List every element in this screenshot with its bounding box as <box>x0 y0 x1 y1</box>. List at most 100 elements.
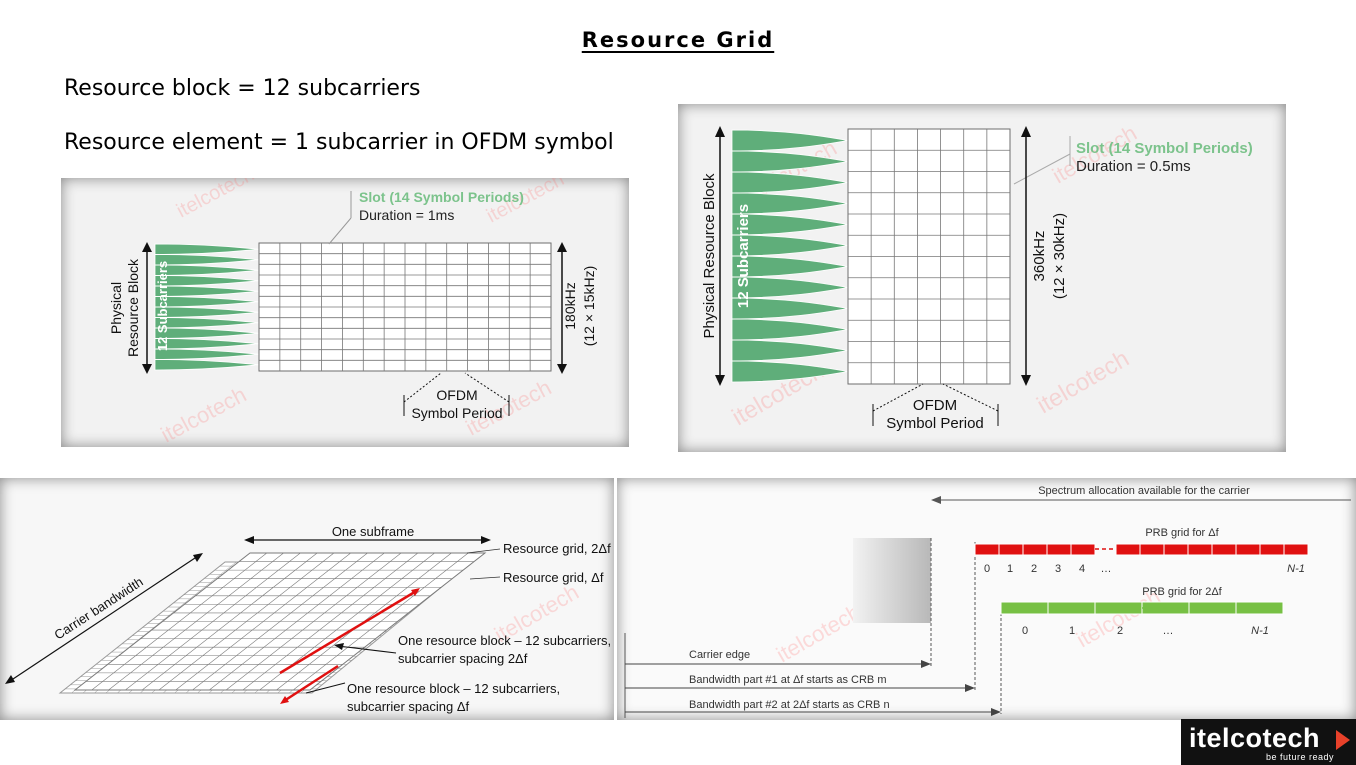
prb-2df-block <box>1094 601 1143 615</box>
prb-df-block <box>1259 543 1285 556</box>
prb-df-block <box>1115 543 1141 556</box>
logo-arrow-icon <box>1336 730 1350 750</box>
spectrum-label: Spectrum allocation available for the ca… <box>1038 485 1250 497</box>
prb-df-block <box>1187 543 1213 556</box>
df-index-1: 1 <box>1007 563 1013 575</box>
subcarrier-lobe <box>731 171 849 194</box>
rb-2df-line2: subcarrier spacing 2Δf <box>398 651 528 666</box>
symbol-period-label: Symbol Period <box>886 415 984 432</box>
prb-df-block <box>974 543 1000 556</box>
subcarrier-lobe <box>731 318 849 341</box>
logo-wordmark: itelcotech <box>1189 723 1321 753</box>
subcarrier-lobe <box>154 348 260 360</box>
guard-band <box>853 538 931 623</box>
prb-2df-block <box>1235 601 1284 615</box>
resource-grid <box>847 128 1011 385</box>
prb-label-line1: Physical <box>108 282 124 334</box>
page-title: Resource Grid <box>581 28 775 52</box>
prb-label-line2: Resource Block <box>125 258 141 357</box>
diagram-30khz-panel: itelcotech itelcotech itelcotech itelcot… <box>678 104 1286 452</box>
prb-df-block <box>1211 543 1237 556</box>
carrier-bandwidth-label: Carrier bandwidth <box>51 574 145 642</box>
svg-text:itelcotech: itelcotech <box>173 178 258 222</box>
df2-index-last: N-1 <box>1251 625 1269 637</box>
subcarrier-lobe <box>154 285 260 297</box>
prb-df-block <box>998 543 1024 556</box>
bandwidth-label: 180kHz <box>562 282 578 329</box>
subcarrier-lobe <box>154 296 260 308</box>
df-index-last: N-1 <box>1287 563 1305 575</box>
subcarriers-label: 12 Subcarriers <box>735 204 752 308</box>
df-index-2: 2 <box>1031 563 1037 575</box>
prb-df-block <box>1046 543 1072 556</box>
prb-2df-block <box>1188 601 1237 615</box>
prb-df-block <box>1283 543 1309 556</box>
df2-index-ellipsis: … <box>1163 625 1174 637</box>
subcarrier-lobe <box>154 243 260 255</box>
prb-df-block <box>1139 543 1165 556</box>
ofdm-label: OFDM <box>913 397 957 414</box>
prb-df-block <box>1070 543 1096 556</box>
subcarrier-lobe <box>154 275 260 287</box>
prb-grid-2df <box>1000 601 1284 615</box>
subcarrier-lobe <box>154 338 260 350</box>
prb-2df-block <box>1047 601 1096 615</box>
ofdm-label: OFDM <box>436 387 477 403</box>
diagram-30khz: itelcotech itelcotech itelcotech itelcot… <box>701 120 1253 432</box>
diagram-bwp: itelcotech itelcotech Spectrum allocatio… <box>624 485 1351 718</box>
slot-label: Slot (14 Symbol Periods) <box>359 189 524 205</box>
df-index-0: 0 <box>984 563 990 575</box>
svg-text:itelcotech: itelcotech <box>157 382 251 447</box>
df2-index-1: 1 <box>1069 625 1075 637</box>
prb-df-block <box>1022 543 1048 556</box>
subcarriers-label: 12 Subcarriers <box>155 261 170 351</box>
diagram-15khz: itelcotech itelcotech itelcotech itelcot… <box>108 178 597 447</box>
df-index-4: 4 <box>1079 563 1085 575</box>
prb-df-block <box>1235 543 1261 556</box>
bandwidth-formula: (12 × 30kHz) <box>1051 213 1068 299</box>
subcarrier-lobe <box>731 339 849 362</box>
df-index-ellipsis: … <box>1101 563 1112 575</box>
grid-df-label: Resource grid, Δf <box>503 570 604 585</box>
parallelogram-grids <box>58 552 487 694</box>
diagram-15khz-panel: itelcotech itelcotech itelcotech itelcot… <box>61 178 629 447</box>
prb-2df-block <box>1000 601 1049 615</box>
diagram-bwp-panel: itelcotech itelcotech Spectrum allocatio… <box>617 478 1356 720</box>
subcarrier-lobe <box>154 264 260 276</box>
diagram-grids: itelcotech itelcotech Carrier bandwidth … <box>5 523 611 714</box>
prb-grid-df <box>974 543 1309 556</box>
one-subframe-label: One subframe <box>332 524 414 539</box>
prb-df-label: PRB grid for Δf <box>1145 527 1219 539</box>
bandwidth-formula: (12 × 15kHz) <box>581 266 597 347</box>
rb-2df-line1: One resource block – 12 subcarriers, <box>398 633 611 648</box>
subcarrier-lobe <box>731 360 849 383</box>
prb-2df-label: PRB grid for 2Δf <box>1142 586 1222 598</box>
df-index-3: 3 <box>1055 563 1061 575</box>
svg-text:itelcotech: itelcotech <box>1033 345 1134 419</box>
bandwidth-label: 360kHz <box>1031 231 1048 282</box>
subcarrier-lobe <box>154 359 260 371</box>
subcarrier-lobe <box>154 317 260 329</box>
grid-2df-label: Resource grid, 2Δf <box>503 541 611 556</box>
df2-index-0: 0 <box>1022 625 1028 637</box>
duration-label: Duration = 1ms <box>359 207 454 223</box>
itelcotech-logo: itelcotech be future ready <box>1181 719 1356 765</box>
svg-text:itelcotech: itelcotech <box>772 599 865 667</box>
carrier-edge-label: Carrier edge <box>689 649 750 661</box>
bwp1-label: Bandwidth part #1 at Δf starts as CRB m <box>689 674 886 686</box>
duration-label: Duration = 0.5ms <box>1076 158 1191 175</box>
symbol-period-label: Symbol Period <box>411 405 502 421</box>
logo-tagline: be future ready <box>1265 752 1334 762</box>
subcarrier-lobe <box>154 327 260 339</box>
resource-grid <box>258 242 552 372</box>
resource-block-bullet: Resource block = 12 subcarriers <box>64 76 421 101</box>
rb-df-line1: One resource block – 12 subcarriers, <box>347 681 560 696</box>
subcarrier-lobe <box>154 254 260 266</box>
prb-df-block <box>1163 543 1189 556</box>
subcarrier-lobe <box>154 306 260 318</box>
rb-df-line2: subcarrier spacing Δf <box>347 699 470 714</box>
bwp2-label: Bandwidth part #2 at 2Δf starts as CRB n <box>689 699 890 711</box>
slot-label: Slot (14 Symbol Periods) <box>1076 140 1253 157</box>
prb-label: Physical Resource Block <box>701 173 718 339</box>
df2-index-2: 2 <box>1117 625 1123 637</box>
